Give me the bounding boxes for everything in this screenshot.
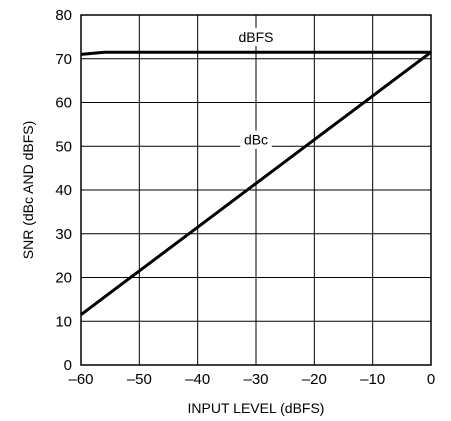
x-tick-label: 0 — [427, 371, 435, 388]
series-label-dbc: dBc — [244, 132, 268, 148]
y-tick-label: 20 — [55, 270, 72, 287]
y-axis-title: SNR (dBc AND dBFS) — [20, 121, 36, 259]
y-tick-label: 0 — [64, 357, 72, 374]
y-tick-labels: 0 10 20 30 40 50 60 70 80 — [55, 7, 72, 374]
x-tick-label: –50 — [127, 371, 152, 388]
series-label-background — [240, 130, 272, 149]
series-labels: dBFS dBc — [236, 27, 276, 149]
y-tick-label: 70 — [55, 51, 72, 68]
grid — [80, 14, 432, 366]
series-line-dbfs — [80, 50, 431, 56]
series-label-background — [236, 27, 276, 46]
x-tick-label: –10 — [360, 371, 385, 388]
x-tick-label: –60 — [68, 371, 93, 388]
plot-frame — [80, 14, 432, 366]
y-tick-label: 40 — [55, 182, 72, 199]
y-tick-label: 50 — [55, 138, 72, 155]
series-lines — [80, 50, 432, 316]
y-tick-label: 10 — [55, 313, 72, 330]
x-axis-title: INPUT LEVEL (dBFS) — [188, 400, 325, 416]
x-tick-label: –30 — [243, 371, 268, 388]
series-label-dbfs: dBFS — [238, 29, 273, 45]
y-tick-label: 60 — [55, 95, 72, 112]
series-line-dbc — [80, 50, 432, 316]
x-tick-label: –20 — [302, 371, 327, 388]
y-tick-label: 80 — [55, 7, 72, 24]
x-tick-label: –40 — [185, 371, 210, 388]
x-tick-labels: –60 –50 –40 –30 –20 –10 0 — [68, 371, 435, 388]
y-tick-label: 30 — [55, 226, 72, 243]
